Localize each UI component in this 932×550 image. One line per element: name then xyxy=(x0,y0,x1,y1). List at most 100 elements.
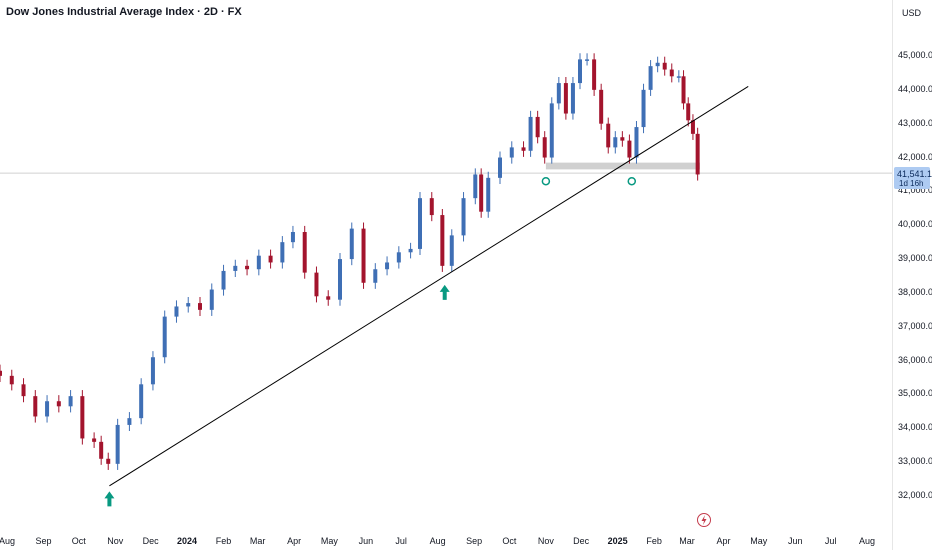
time-tick-label: Apr xyxy=(716,536,731,546)
candle xyxy=(556,76,561,110)
candle xyxy=(549,97,554,164)
candle xyxy=(578,53,582,90)
circle-marker xyxy=(541,176,551,186)
time-tick-label: Feb xyxy=(646,536,662,546)
candle xyxy=(373,263,378,289)
price-tick-label: 43,000.00 xyxy=(898,117,932,128)
current-price-badge: 41,541.13 1d 16h xyxy=(894,167,932,189)
candle xyxy=(221,264,226,296)
candle xyxy=(686,97,691,127)
markers-layer xyxy=(104,176,637,507)
candle xyxy=(349,222,354,266)
candle xyxy=(695,127,700,181)
time-tick-label: Mar xyxy=(679,536,695,546)
candle xyxy=(613,131,618,154)
candle xyxy=(592,53,597,96)
candle xyxy=(92,432,97,448)
candle xyxy=(535,110,540,144)
candle xyxy=(186,296,191,313)
time-tick-label: May xyxy=(750,536,768,546)
candle xyxy=(280,236,285,269)
time-tick-label: Sep xyxy=(35,536,52,546)
time-tick-label: 2025 xyxy=(607,536,628,546)
candle xyxy=(0,364,2,382)
candle xyxy=(99,435,104,465)
candle xyxy=(139,378,144,425)
candle xyxy=(461,192,466,242)
candle xyxy=(9,369,14,391)
candle xyxy=(174,300,179,323)
candle xyxy=(302,225,307,279)
up-arrow-marker xyxy=(104,491,115,507)
time-tick-label: Dec xyxy=(573,536,590,546)
price-tick-label: 38,000.00 xyxy=(898,286,932,297)
candle xyxy=(68,390,73,413)
lightning-icon[interactable] xyxy=(696,512,712,528)
candle xyxy=(648,60,653,96)
candle xyxy=(449,229,454,272)
candle xyxy=(473,168,478,205)
candle xyxy=(385,256,390,276)
candle xyxy=(150,351,155,391)
time-tick-label: Aug xyxy=(0,536,16,546)
candle xyxy=(326,290,331,306)
candle xyxy=(256,249,261,276)
time-tick-label: Aug xyxy=(859,536,876,546)
candle xyxy=(33,390,38,423)
support-zone-layer xyxy=(0,162,892,174)
candle xyxy=(528,110,533,157)
candle xyxy=(676,70,681,83)
time-tick-label: Apr xyxy=(287,536,302,546)
current-price-value: 41,541.13 xyxy=(897,169,932,179)
time-tick-label: Jun xyxy=(788,536,803,546)
candle xyxy=(690,114,695,140)
time-tick-label: 2024 xyxy=(177,536,198,546)
time-tick-label: Jul xyxy=(395,536,407,546)
candle xyxy=(681,70,686,110)
candle xyxy=(245,259,250,276)
candle xyxy=(338,252,342,306)
price-tick-label: 37,000.00 xyxy=(898,320,932,331)
price-tick-label: 45,000.00 xyxy=(898,50,932,60)
candle xyxy=(268,249,273,269)
candle xyxy=(429,192,434,222)
candle xyxy=(198,296,202,316)
price-tick-label: 34,000.00 xyxy=(898,422,932,433)
time-tick-label: Dec xyxy=(142,536,159,546)
candle xyxy=(209,283,214,316)
candle xyxy=(669,63,674,83)
candle xyxy=(627,134,632,164)
price-tick-label: 39,000.00 xyxy=(898,253,932,264)
trendline-layer xyxy=(109,86,749,487)
candle xyxy=(56,395,61,413)
candle xyxy=(233,259,238,278)
candles-layer xyxy=(0,53,700,470)
candle xyxy=(314,266,319,303)
time-tick-label: Mar xyxy=(249,536,266,546)
candle xyxy=(542,131,547,164)
time-tick-label: Feb xyxy=(215,536,232,546)
candle xyxy=(418,192,422,256)
price-tick-label: 35,000.00 xyxy=(898,388,932,399)
candle xyxy=(162,310,167,364)
time-tick-label: Jun xyxy=(358,536,374,546)
candle xyxy=(641,83,646,134)
candle xyxy=(361,222,366,289)
candle xyxy=(127,412,132,432)
currency-label[interactable]: USD xyxy=(902,8,922,18)
price-tick-label: 40,000.00 xyxy=(898,219,932,230)
candle xyxy=(440,208,445,272)
candle xyxy=(521,141,526,157)
candle xyxy=(599,83,604,130)
candle xyxy=(80,390,85,445)
candle xyxy=(408,242,413,259)
bar-countdown: 1d 16h xyxy=(899,179,924,188)
candle xyxy=(563,76,568,120)
chart-plot[interactable] xyxy=(0,0,892,528)
price-tick-label: 44,000.00 xyxy=(898,83,932,94)
price-axis[interactable] xyxy=(892,0,932,550)
price-tick-label: 41,000.00 xyxy=(898,185,932,196)
price-tick-label: 42,000.00 xyxy=(898,151,932,162)
candle xyxy=(21,378,26,403)
price-tick-label: 32,000.00 xyxy=(898,490,932,500)
